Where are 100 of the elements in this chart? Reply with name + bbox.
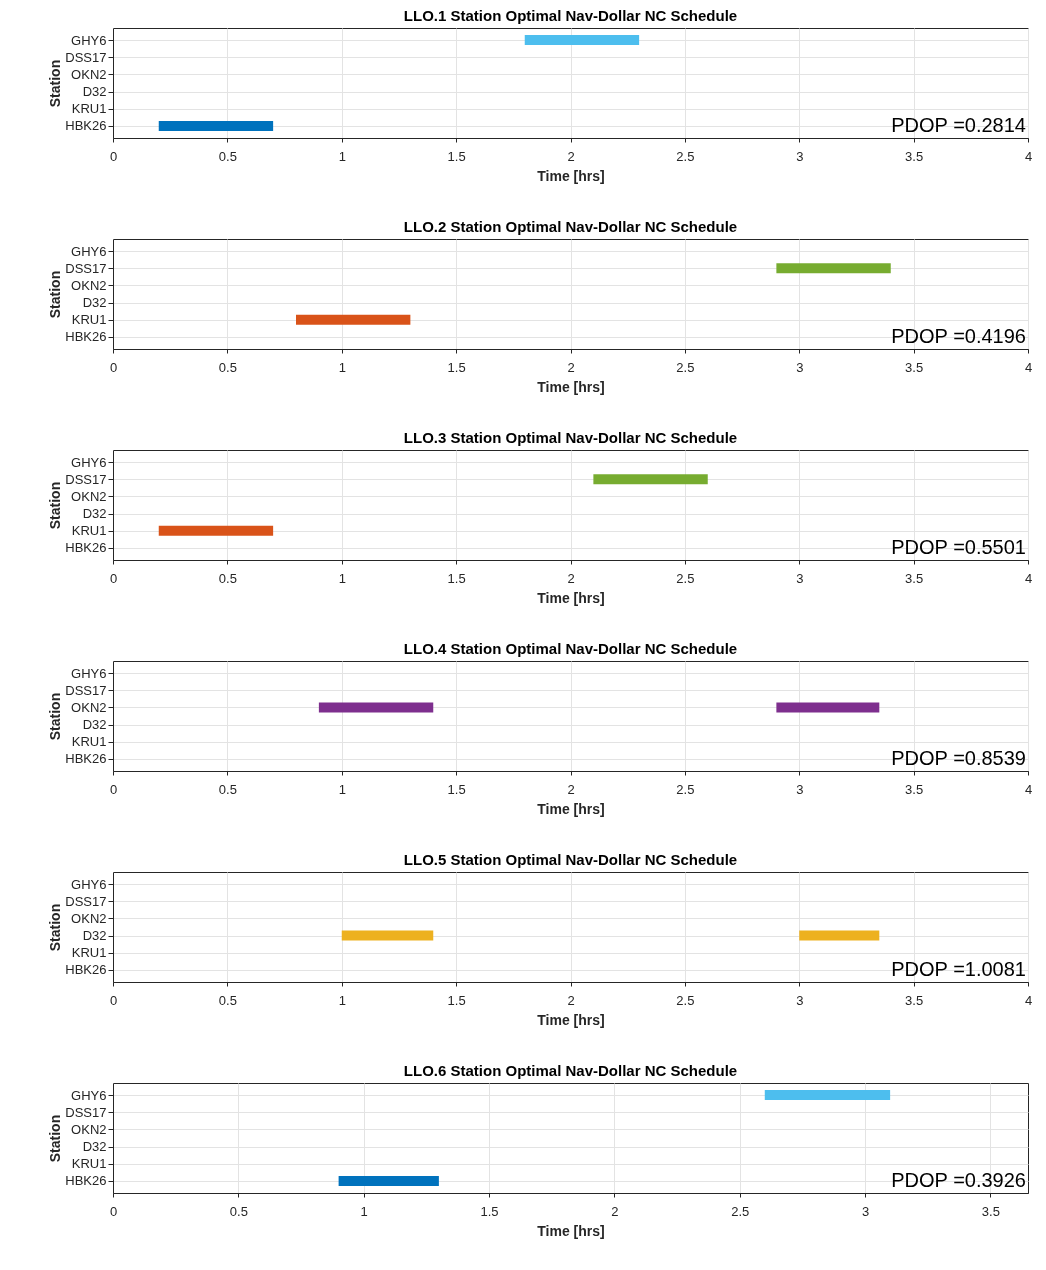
- y-tick-label: D32: [82, 928, 107, 944]
- y-tick-label: GHY6: [71, 665, 107, 681]
- x-tick-label: 3.5: [905, 781, 924, 797]
- y-tick-label: OKN2: [71, 699, 107, 715]
- x-tick-label: 2: [567, 359, 575, 375]
- y-tick-label: HBK26: [65, 962, 107, 978]
- x-tick-label: 4: [1024, 992, 1033, 1008]
- y-axis-title: Station: [47, 270, 64, 319]
- x-tick-label: 0.5: [218, 781, 237, 797]
- x-tick-label: 0.5: [218, 359, 237, 375]
- y-axis-title: Station: [47, 692, 64, 741]
- x-tick-label: 3.5: [905, 992, 924, 1008]
- x-tick-label: 3: [796, 781, 804, 797]
- x-axis-title: Time [hrs]: [537, 1011, 605, 1028]
- x-tick-label: 1: [338, 359, 346, 375]
- x-tick-label: 4: [1024, 570, 1033, 586]
- y-tick-label: OKN2: [71, 66, 107, 82]
- y-tick-label: OKN2: [71, 1121, 107, 1137]
- y-tick-label: HBK26: [65, 329, 107, 345]
- x-tick-label: 1.5: [447, 781, 466, 797]
- x-tick-label: 1.5: [447, 570, 466, 586]
- chart-title: LLO.1 Station Optimal Nav-Dollar NC Schedule: [403, 7, 738, 24]
- x-tick-label: 2.5: [676, 992, 695, 1008]
- y-tick-label: HBK26: [65, 118, 107, 134]
- x-tick-label: 0: [109, 148, 118, 164]
- x-tick-label: 3: [796, 992, 804, 1008]
- x-tick-label: 2.5: [676, 570, 695, 586]
- x-tick-label: 3: [861, 1203, 870, 1219]
- x-tick-label: 3.5: [905, 148, 924, 164]
- y-axis-title: Station: [47, 903, 64, 952]
- x-tick-label: 3.5: [905, 570, 924, 586]
- y-tick-label: KRU1: [71, 734, 107, 750]
- chart-title: LLO.3 Station Optimal Nav-Dollar NC Schedule: [403, 429, 738, 446]
- x-tick-label: 2: [611, 1203, 619, 1219]
- x-tick-label: 3: [796, 570, 804, 586]
- x-tick-label: 2: [567, 781, 575, 797]
- x-tick-label: 4: [1024, 148, 1033, 164]
- x-tick-label: 2.5: [676, 781, 695, 797]
- x-tick-label: 1: [338, 148, 346, 164]
- x-tick-label: 1.5: [447, 148, 466, 164]
- y-tick-label: KRU1: [71, 1156, 107, 1172]
- x-tick-label: 1: [338, 992, 346, 1008]
- y-tick-label: D32: [82, 84, 107, 100]
- y-tick-label: HBK26: [65, 1173, 107, 1189]
- y-tick-label: DSS17: [65, 893, 107, 909]
- x-tick-label: 0.5: [218, 992, 237, 1008]
- y-tick-label: GHY6: [71, 876, 107, 892]
- x-tick-label: 2.5: [731, 1203, 750, 1219]
- y-tick-label: GHY6: [71, 454, 107, 470]
- x-tick-label: 2.5: [676, 148, 695, 164]
- y-tick-label: GHY6: [71, 1087, 107, 1103]
- x-tick-label: 4: [1024, 781, 1033, 797]
- annotation: PDOP =0.5501: [891, 536, 1026, 558]
- x-tick-label: 3: [796, 359, 804, 375]
- y-tick-label: KRU1: [71, 101, 107, 117]
- x-tick-label: 4: [1024, 359, 1033, 375]
- y-tick-label: D32: [82, 295, 107, 311]
- chart-title: LLO.6 Station Optimal Nav-Dollar NC Schedule: [403, 1062, 738, 1079]
- x-tick-label: 1: [338, 570, 346, 586]
- y-tick-label: GHY6: [71, 32, 107, 48]
- y-tick-label: D32: [82, 1139, 107, 1155]
- x-axis-title: Time [hrs]: [537, 378, 605, 395]
- x-tick-label: 1.5: [447, 359, 466, 375]
- x-axis-title: Time [hrs]: [537, 167, 605, 184]
- y-tick-label: DSS17: [65, 260, 107, 276]
- x-tick-label: 0: [109, 781, 118, 797]
- chart-title: LLO.2 Station Optimal Nav-Dollar NC Schedule: [403, 218, 738, 235]
- y-axis-title: Station: [47, 59, 64, 108]
- y-tick-label: DSS17: [65, 1104, 107, 1120]
- x-tick-label: 0.5: [229, 1203, 248, 1219]
- annotation: PDOP =0.3926: [891, 1169, 1026, 1191]
- annotation: PDOP =1.0081: [891, 958, 1026, 980]
- x-tick-label: 2: [567, 992, 575, 1008]
- x-tick-label: 1.5: [480, 1203, 499, 1219]
- y-tick-label: D32: [82, 717, 107, 733]
- x-axis-title: Time [hrs]: [537, 800, 605, 817]
- x-axis-title: Time [hrs]: [537, 589, 605, 606]
- y-tick-label: KRU1: [71, 312, 107, 328]
- annotation: PDOP =0.8539: [891, 747, 1026, 769]
- y-tick-label: D32: [82, 506, 107, 522]
- y-tick-label: HBK26: [65, 751, 107, 767]
- x-tick-label: 1: [338, 781, 346, 797]
- y-tick-label: GHY6: [71, 243, 107, 259]
- y-tick-label: OKN2: [71, 488, 107, 504]
- x-tick-label: 3.5: [981, 1203, 1000, 1219]
- y-tick-label: DSS17: [65, 471, 107, 487]
- y-tick-label: DSS17: [65, 682, 107, 698]
- x-tick-label: 1: [360, 1203, 368, 1219]
- x-tick-label: 2: [567, 148, 575, 164]
- x-tick-label: 0: [109, 359, 118, 375]
- y-tick-label: KRU1: [71, 523, 107, 539]
- x-tick-label: 0: [109, 1203, 118, 1219]
- chart-title: LLO.5 Station Optimal Nav-Dollar NC Schedule: [403, 851, 738, 868]
- x-tick-label: 0.5: [218, 148, 237, 164]
- x-tick-label: 0: [109, 570, 118, 586]
- annotation: PDOP =0.4196: [891, 325, 1026, 347]
- x-axis-title: Time [hrs]: [537, 1222, 605, 1239]
- y-axis-title: Station: [47, 1114, 64, 1163]
- y-tick-label: DSS17: [65, 49, 107, 65]
- y-tick-label: KRU1: [71, 945, 107, 961]
